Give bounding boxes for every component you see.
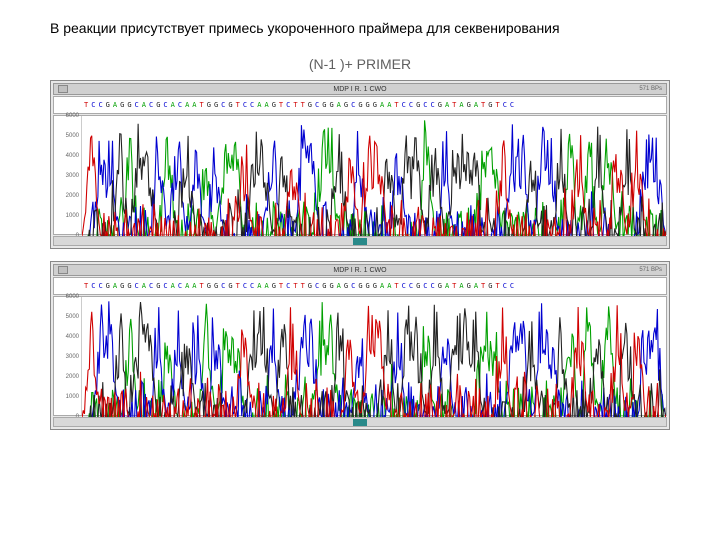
chromatogram-panel-1: MDP I R. 1 CWO 571 BPs TCCGAGGCACGCACAAT…: [50, 80, 670, 249]
play-icon: [353, 419, 367, 426]
chart-subtitle: (N-1 )+ PRIMER: [50, 56, 670, 72]
y-axis: 0100020003000400050006000: [54, 116, 82, 234]
sequence-text: TCCGAGGCACGCACAATGGCGTCCAAGTCTTGCGGAGCGG…: [84, 282, 517, 290]
chromatogram-chart: 0100020003000400050006000: [53, 296, 667, 416]
panel-header: MDP I R. 1 CWO 571 BPs: [53, 264, 667, 276]
sequence-strip: TCCGAGGCACGCACAATGGCGTCCAAGTCTTGCGGAGCGG…: [53, 277, 667, 295]
panel-footer: [53, 236, 667, 246]
plot-area: [82, 116, 666, 234]
y-axis: 0100020003000400050006000: [54, 297, 82, 415]
sequence-text: TCCGAGGCACGCACAATGGCGTCCAAGTCTTGCGGAGCGG…: [84, 101, 517, 109]
panel-header-right: 571 BPs: [639, 86, 662, 92]
panel-header-text: MDP I R. 1 CWO: [333, 267, 386, 274]
page-title: В реакции присутствует примесь укороченн…: [50, 20, 670, 36]
panel-header-right: 571 BPs: [639, 267, 662, 273]
sequence-strip: TCCGAGGCACGCACAATGGCGTCCAAGTCTTGCGGAGCGG…: [53, 96, 667, 114]
panel-header-box: [58, 85, 68, 93]
plot-area: [82, 297, 666, 415]
play-icon: [353, 238, 367, 245]
panel-footer: [53, 417, 667, 427]
panel-header: MDP I R. 1 CWO 571 BPs: [53, 83, 667, 95]
panel-header-text: MDP I R. 1 CWO: [333, 86, 386, 93]
chromatogram-chart: 0100020003000400050006000: [53, 115, 667, 235]
chromatogram-panel-2: MDP I R. 1 CWO 571 BPs TCCGAGGCACGCACAAT…: [50, 261, 670, 430]
panel-header-box: [58, 266, 68, 274]
